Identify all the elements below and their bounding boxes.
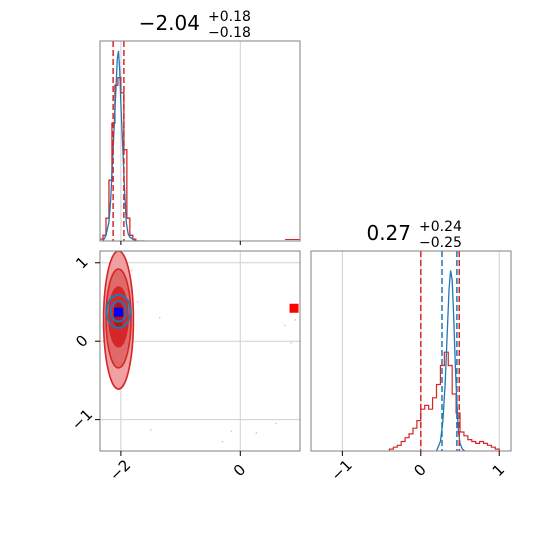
xtick-param1-label: −2 — [106, 456, 134, 484]
title-param2-value: 0.27 — [366, 221, 411, 245]
title-param1-sup: +0.18 — [208, 9, 251, 25]
contour-blue — [109, 300, 128, 323]
scatter-point — [136, 301, 139, 303]
scatter-point — [275, 422, 278, 425]
scatter-point — [294, 319, 297, 321]
yticks-param2: −1 0 1 — [68, 253, 100, 434]
scatter-point — [158, 316, 161, 319]
marker-red — [289, 303, 299, 313]
xtick-param2-label: −1 — [327, 456, 355, 484]
hist-blue-param1 — [102, 50, 137, 241]
scatter-point — [284, 324, 286, 327]
hist-red-param2 — [388, 351, 500, 451]
panel-joint: −2 0 −1 0 1 — [68, 241, 301, 484]
xtick-param2-label: 0 — [410, 461, 429, 480]
scatter-point — [221, 440, 224, 443]
title-param1: −2.04 — [139, 11, 200, 35]
panel-marginal-param2: −1 0 1 0.27 +0.24 −0.25 — [310, 219, 512, 484]
plot-joint — [102, 251, 299, 443]
marker-blue — [114, 307, 124, 317]
contour-blue — [105, 293, 132, 329]
scatter-point — [149, 428, 152, 431]
scatter-point — [230, 430, 233, 433]
title-param2: 0.27 — [366, 221, 411, 245]
title-param2-sub: −0.25 — [419, 235, 462, 251]
xtick-param2-label: 1 — [489, 461, 508, 480]
ytick-param2-label: 1 — [72, 253, 91, 272]
scatter-point — [255, 432, 258, 434]
xticks-param2: −1 0 1 — [327, 451, 508, 484]
ytick-param2-label: −1 — [68, 405, 96, 433]
panel-marginal-param1: −2.04 +0.18 −0.18 — [99, 9, 301, 242]
title-param1-value: −2.04 — [139, 11, 200, 35]
ytick-param2-label: 0 — [72, 331, 91, 350]
grid-marginal-param1 — [120, 41, 241, 241]
xtick-param1-label: 0 — [230, 461, 249, 480]
title-param1-sub: −0.18 — [208, 25, 251, 41]
plot-marginal-param1 — [100, 41, 300, 241]
plot-marginal-param2 — [388, 251, 500, 451]
scatter-point — [130, 269, 133, 272]
hist-blue-param2 — [435, 270, 466, 451]
title-param2-sup: +0.24 — [419, 219, 462, 235]
scatter-point — [290, 341, 292, 344]
